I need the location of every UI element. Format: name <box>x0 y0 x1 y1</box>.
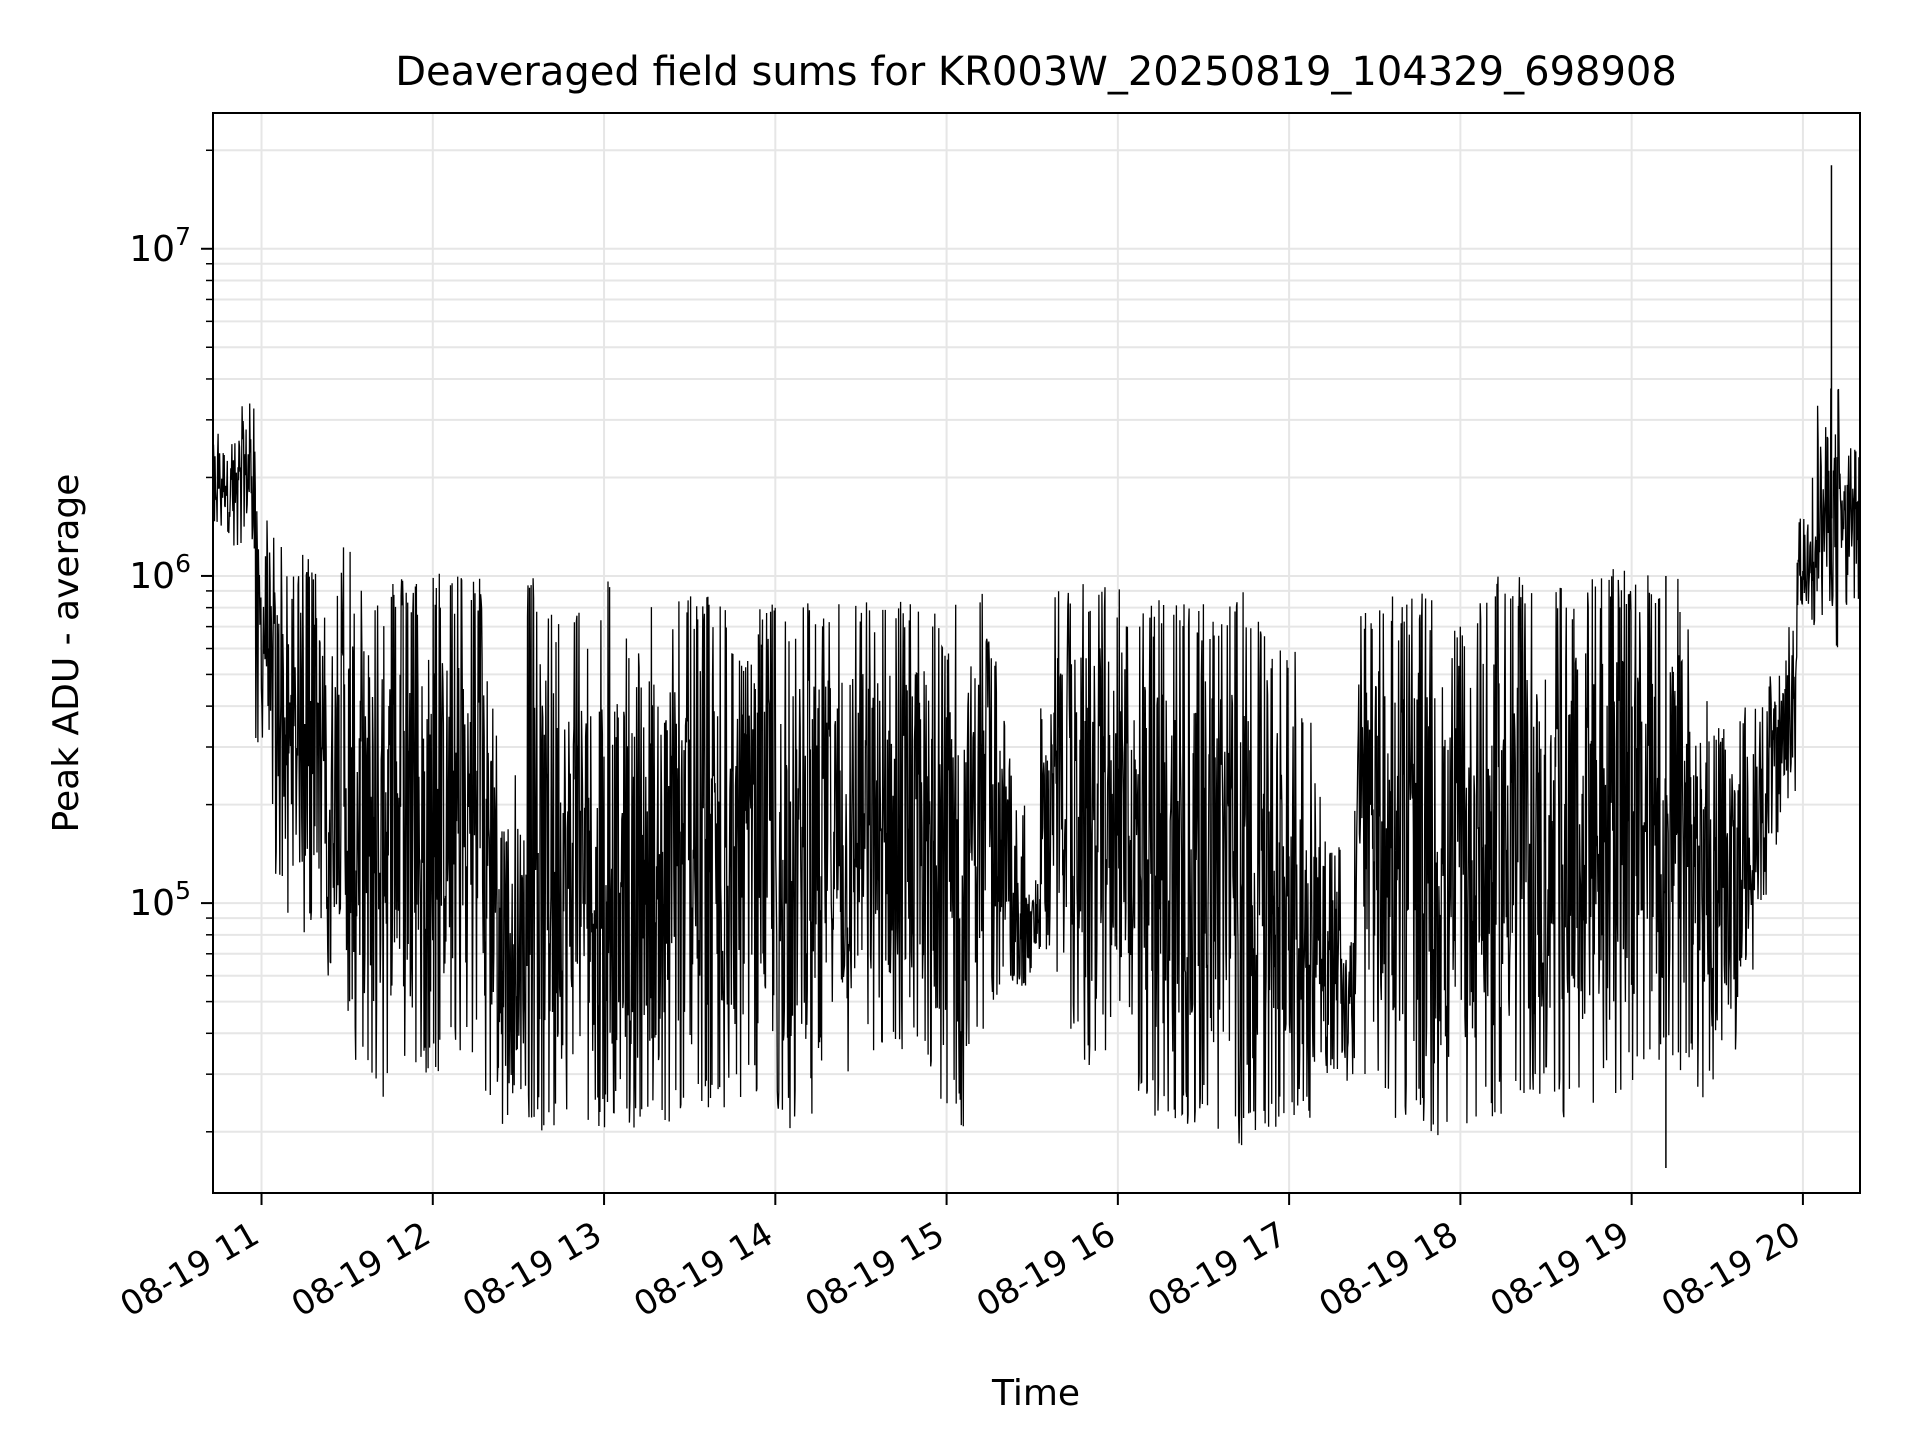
x-axis-label: Time <box>991 1373 1080 1414</box>
plot-frame <box>212 112 1861 1194</box>
y-tick-label: 105 <box>129 876 191 924</box>
series-line <box>212 165 1861 1169</box>
y-tick-label: 106 <box>129 549 191 597</box>
series-polyline <box>212 388 1861 1146</box>
y-tick-label: 107 <box>129 222 191 270</box>
y-axis: 105 106 107 <box>129 149 213 1133</box>
chart-title: Deaveraged field sums for KR003W_2025081… <box>395 49 1677 95</box>
y-axis-label: Peak ADU - average <box>46 474 87 833</box>
